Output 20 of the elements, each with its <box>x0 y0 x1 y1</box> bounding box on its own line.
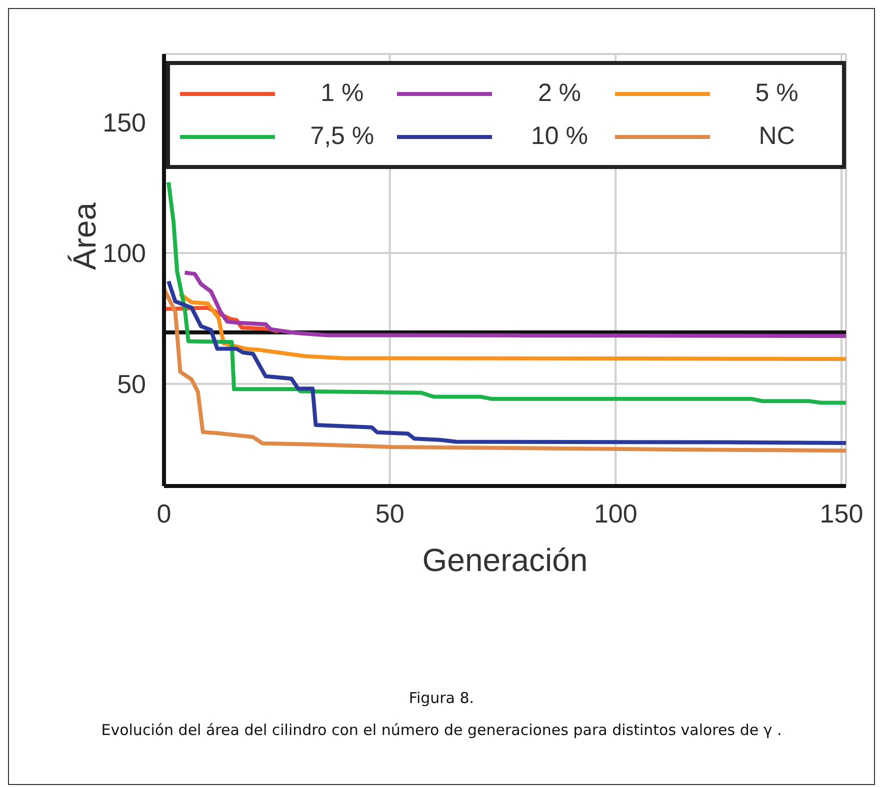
legend-label: NC <box>758 122 796 151</box>
x-tick-label: 100 <box>594 498 638 528</box>
y-axis-title: Área <box>66 202 102 270</box>
legend-label: 5 % <box>754 79 800 108</box>
legend-label: 2 % <box>536 79 582 108</box>
x-tick-label: 150 <box>820 498 864 528</box>
legend-label: 1 % <box>320 79 365 108</box>
x-tick-label: 0 <box>156 498 172 528</box>
y-tick-label: 150 <box>102 107 146 138</box>
y-tick-label: 100 <box>102 238 146 268</box>
legend-label: 10 % <box>530 122 589 151</box>
x-axis-title: Generación <box>422 542 588 578</box>
x-tick-label: 50 <box>375 498 404 528</box>
text: Figura 8. <box>408 689 476 707</box>
line-series <box>166 180 846 405</box>
y-tick-label: 50 <box>117 369 146 400</box>
text: Evolución del área del cilindro con el número de generaciones para distintos valores de γ . <box>100 721 783 739</box>
line-series <box>182 270 846 338</box>
line-series <box>178 292 846 362</box>
legend-label: 7,5 % <box>309 122 376 151</box>
